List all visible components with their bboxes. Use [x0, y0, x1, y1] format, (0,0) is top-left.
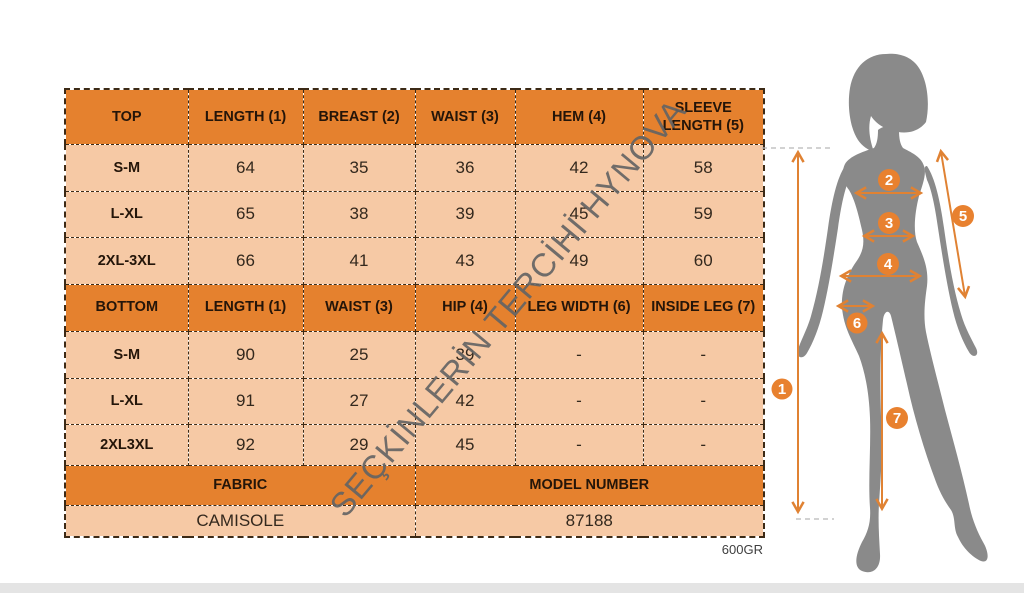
svg-text:4: 4 [884, 256, 893, 273]
measurement-value: 91 [187, 377, 304, 425]
svg-text:1: 1 [778, 381, 786, 398]
measurement-value: 90 [187, 330, 304, 379]
svg-text:6: 6 [853, 315, 861, 332]
fabric-header: FABRIC [64, 464, 416, 506]
table-row: L-XL 91 27 42 - - [64, 377, 765, 425]
top-header-row: TOP LENGTH (1) BREAST (2) WAIST (3) HEM … [64, 88, 765, 145]
measurement-value: - [514, 423, 644, 466]
column-header: HEM (4) [514, 88, 644, 145]
column-header: BREAST (2) [302, 88, 416, 145]
measurement-value: 42 [514, 143, 644, 192]
column-header: WAIST (3) [414, 88, 516, 145]
table-row: 2XL3XL 92 29 45 - - [64, 423, 765, 466]
model-number-header: MODEL NUMBER [414, 464, 765, 506]
measurement-figure: 1 2 3 4 5 6 7 [762, 53, 988, 573]
measurement-value: 64 [187, 143, 304, 192]
sleeve-arrow [935, 148, 971, 300]
measurement-value: 39 [414, 330, 516, 379]
size-chart-table: TOP LENGTH (1) BREAST (2) WAIST (3) HEM … [64, 88, 765, 538]
measurement-value: 45 [414, 423, 516, 466]
measurement-value: 41 [302, 236, 416, 285]
marker-5: 5 [952, 205, 974, 227]
measurement-value: 49 [514, 236, 644, 285]
column-header: BOTTOM [64, 283, 189, 332]
measurement-value: - [514, 330, 644, 379]
measurement-value: 29 [302, 423, 416, 466]
measurement-value: 35 [302, 143, 416, 192]
svg-text:7: 7 [893, 410, 901, 427]
table-row: L-XL 65 38 39 45 59 [64, 190, 765, 238]
marker-3: 3 [878, 212, 900, 234]
marker-4: 4 [877, 253, 899, 275]
size-label: S-M [64, 143, 189, 192]
measurement-value: 36 [414, 143, 516, 192]
marker-1: 1 [771, 378, 793, 400]
column-header: TOP [64, 88, 189, 145]
table-row: S-M 90 25 39 - - [64, 330, 765, 379]
svg-text:3: 3 [885, 215, 893, 232]
measurement-value: 58 [642, 143, 765, 192]
measurement-value: 42 [414, 377, 516, 425]
column-header: LENGTH (1) [187, 88, 304, 145]
measurement-value: - [642, 330, 765, 379]
bottom-header-row: BOTTOM LENGTH (1) WAIST (3) HIP (4) LEG … [64, 283, 765, 332]
woman-silhouette-icon [797, 53, 988, 573]
measurement-value: 66 [187, 236, 304, 285]
fabric-value: CAMISOLE [64, 504, 416, 538]
measurement-value: 59 [642, 190, 765, 238]
measurement-value: 60 [642, 236, 765, 285]
marker-2: 2 [878, 169, 900, 191]
size-label: 2XL-3XL [64, 236, 189, 285]
column-header: INSIDE LEG (7) [642, 283, 765, 332]
table-row: 2XL-3XL 66 41 43 49 60 [64, 236, 765, 285]
measurement-value: - [514, 377, 644, 425]
footer-value-row: CAMISOLE 87188 [64, 504, 765, 538]
measurement-value: - [642, 377, 765, 425]
footer-header-row: FABRIC MODEL NUMBER [64, 464, 765, 506]
marker-6: 6 [846, 312, 868, 334]
size-label: 2XL3XL [64, 423, 189, 466]
size-label: S-M [64, 330, 189, 379]
weight-note: 600GR [721, 542, 763, 557]
svg-text:2: 2 [885, 172, 893, 189]
size-label: L-XL [64, 190, 189, 238]
column-header: LEG WIDTH (6) [514, 283, 644, 332]
column-header: LENGTH (1) [187, 283, 304, 332]
measurement-value: 65 [187, 190, 304, 238]
measurement-value: 39 [414, 190, 516, 238]
column-header: WAIST (3) [302, 283, 416, 332]
model-number-value: 87188 [414, 504, 765, 538]
measurement-value: 92 [187, 423, 304, 466]
size-label: L-XL [64, 377, 189, 425]
column-header: HIP (4) [414, 283, 516, 332]
measurement-value: 27 [302, 377, 416, 425]
bottom-edge-strip [0, 583, 1024, 593]
measurement-value: 25 [302, 330, 416, 379]
column-header: SLEEVE LENGTH (5) [642, 88, 765, 145]
measurement-value: - [642, 423, 765, 466]
measurement-value: 43 [414, 236, 516, 285]
table-row: S-M 64 35 36 42 58 [64, 143, 765, 192]
measurement-value: 45 [514, 190, 644, 238]
measurement-value: 38 [302, 190, 416, 238]
svg-text:5: 5 [959, 208, 967, 225]
marker-7: 7 [886, 407, 908, 429]
